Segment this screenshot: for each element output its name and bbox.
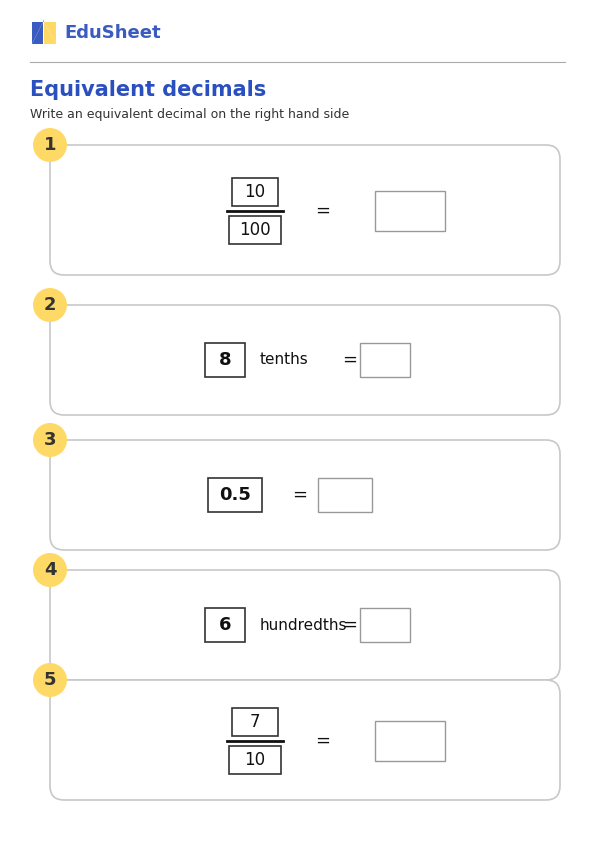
Text: EduSheet: EduSheet [64,24,161,42]
Polygon shape [32,22,43,44]
Bar [208,478,262,512]
Text: 5: 5 [44,671,57,689]
Circle shape [33,423,67,457]
FancyBboxPatch shape [50,305,560,415]
FancyBboxPatch shape [50,570,560,680]
Text: 6: 6 [219,616,231,634]
Circle shape [33,663,67,697]
Text: 3: 3 [44,431,57,449]
Text: 4: 4 [44,561,57,579]
Text: =: = [293,486,308,504]
Text: Equivalent decimals: Equivalent decimals [30,80,266,100]
Bar [375,191,445,231]
Text: 10: 10 [245,183,265,201]
Text: Write an equivalent decimal on the right hand side: Write an equivalent decimal on the right… [30,108,349,121]
Bar [205,608,245,642]
Bar [360,608,410,642]
Text: =: = [315,202,330,220]
Bar [375,721,445,761]
Text: 2: 2 [44,296,57,314]
Text: =: = [343,351,358,369]
Polygon shape [43,19,44,22]
Text: hundredths: hundredths [260,617,347,632]
Bar [229,216,281,244]
Text: =: = [315,732,330,750]
Bar [232,708,278,736]
Text: 7: 7 [250,713,260,731]
Bar [229,746,281,774]
Bar [232,178,278,206]
Text: 8: 8 [219,351,231,369]
Text: 0.5: 0.5 [219,486,251,504]
Text: =: = [343,616,358,634]
Bar [360,343,410,377]
Text: 1: 1 [44,136,57,154]
Text: tenths: tenths [260,353,309,367]
FancyBboxPatch shape [50,440,560,550]
Circle shape [33,553,67,587]
Bar [318,478,372,512]
Polygon shape [32,22,43,44]
Circle shape [33,128,67,162]
Bar [205,343,245,377]
Polygon shape [44,22,56,44]
FancyBboxPatch shape [50,145,560,275]
Polygon shape [44,22,56,44]
Circle shape [33,288,67,322]
Text: 10: 10 [245,751,265,769]
Text: 100: 100 [239,221,271,239]
FancyBboxPatch shape [50,680,560,800]
